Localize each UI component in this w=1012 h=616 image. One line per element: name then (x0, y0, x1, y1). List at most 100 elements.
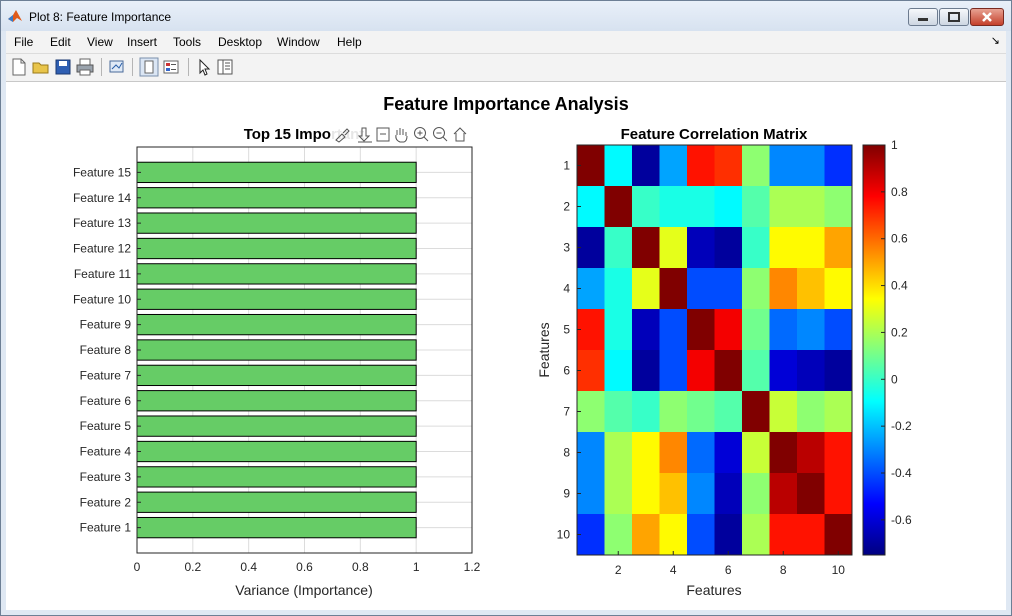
heatmap-cell (659, 391, 688, 433)
heatmap-cell (632, 145, 660, 187)
heatmap-cell (824, 309, 853, 351)
dock-arrow-icon[interactable]: ↘ (990, 35, 1000, 47)
heatmap-cell (659, 473, 688, 515)
show-plot-tools-icon[interactable] (161, 57, 181, 77)
bar-y-tick-label: Feature 9 (80, 318, 132, 332)
bar-8 (136, 339, 417, 361)
menu-help[interactable]: Help (337, 35, 362, 49)
heatmap-cell (824, 350, 853, 392)
heatmap-y-tick-label: 6 (563, 364, 570, 378)
zoom-in-icon[interactable] (414, 127, 429, 142)
heatmap-cell (742, 309, 770, 351)
heatmap-title: Feature Correlation Matrix (621, 126, 808, 143)
close-button[interactable] (970, 8, 1004, 26)
heatmap-cell (714, 227, 743, 269)
heatmap-cell (632, 432, 660, 474)
heatmap-cell (687, 432, 715, 474)
toolbar-separator (188, 58, 189, 76)
menu-tools[interactable]: Tools (173, 35, 202, 49)
heatmap-cell (769, 186, 798, 228)
bar-7 (136, 364, 417, 387)
heatmap-cell (632, 391, 660, 433)
heatmap-cell (824, 432, 853, 474)
heatmap-y-tick-label: 4 (563, 282, 570, 296)
rotate-icon[interactable] (376, 127, 390, 142)
heatmap-cell (769, 350, 798, 392)
pan-icon[interactable] (395, 128, 408, 143)
heatmap-cell (604, 473, 633, 515)
heatmap-cell (824, 268, 853, 310)
bar-x-ticks: 0 0.2 0.4 0.6 0.8 1 1.2 (134, 560, 481, 574)
heatmap-cell (797, 514, 825, 556)
edit-plot-arrow-icon[interactable] (194, 57, 214, 77)
heatmap-x-tick-label: 6 (725, 563, 732, 577)
bar-11 (136, 263, 417, 285)
menu-window[interactable]: Window (277, 35, 320, 49)
home-icon[interactable] (453, 127, 467, 142)
figure-canvas[interactable]: Feature Importance Analysis Feature 1 Fea… (6, 82, 1006, 610)
colorbar-tick-label: 0.8 (891, 185, 908, 199)
heatmap-xlabel: Features (686, 582, 741, 598)
property-inspector-icon[interactable] (215, 57, 235, 77)
colorbar[interactable]: 1 0.8 0.6 0.4 0.2 0 -0.2 -0.4 -0.6 (862, 138, 912, 556)
heatmap-cell (797, 186, 825, 228)
menu-file[interactable]: File (14, 35, 34, 49)
figure-svg: Feature Importance Analysis Feature 1Fea… (73, 94, 912, 598)
heatmap-cell (742, 186, 770, 228)
heatmap-cell (797, 227, 825, 269)
heatmap-y-tick-label: 1 (563, 159, 570, 173)
heatmap-cell (714, 268, 743, 310)
menu-insert[interactable]: Insert (127, 35, 158, 49)
heatmap-ylabel: Features (536, 322, 552, 377)
link-plot-icon[interactable] (107, 57, 127, 77)
menu-view[interactable]: View (87, 35, 113, 49)
heatmap-cell (577, 186, 605, 228)
heatmap-cell (824, 391, 853, 433)
heatmap-cell (604, 186, 633, 228)
menu-edit[interactable]: Edit (50, 35, 71, 49)
heatmap-cell (659, 514, 688, 556)
heatmap-cell (824, 227, 853, 269)
title-bar[interactable]: Plot 8: Feature Importance (1, 1, 1011, 31)
heatmap-cell (769, 309, 798, 351)
heatmap-axes[interactable]: 1 2 3 4 5 6 7 8 9 10 2 4 6 8 10 Feature Correlation M… (536, 126, 853, 598)
data-tips-icon[interactable] (357, 127, 372, 143)
bar-chart-axes[interactable]: Feature 1 Feature 2 Feature 3 Feature 4 Feat… (73, 126, 481, 598)
heatmap-cell (632, 473, 660, 515)
heatmap-cell (659, 227, 688, 269)
maximize-button[interactable] (939, 8, 969, 26)
heatmap-cell (687, 227, 715, 269)
heatmap-y-tick-label: 10 (557, 528, 571, 542)
brush-icon[interactable] (335, 128, 350, 143)
bar-y-tick-label: Feature 11 (74, 267, 131, 281)
new-figure-icon[interactable] (9, 57, 29, 77)
bar-y-tick-label: Feature 6 (80, 394, 132, 408)
colorbar-tick-label: 0.6 (891, 232, 908, 246)
bar-14 (136, 187, 417, 209)
figure-toolbar (6, 54, 1006, 82)
save-icon[interactable] (53, 57, 73, 77)
heatmap-cell (769, 391, 798, 433)
menu-desktop[interactable]: Desktop (218, 35, 263, 49)
heatmap-cell (577, 268, 605, 310)
colorbar-tick-label: -0.6 (891, 513, 912, 527)
hide-plot-tools-icon[interactable] (139, 57, 159, 77)
zoom-out-icon[interactable] (433, 127, 448, 142)
bar-y-tick-label: Feature 7 (80, 368, 132, 382)
bar-y-tick-label: Feature 12 (73, 242, 131, 256)
open-file-icon[interactable] (31, 57, 51, 77)
heatmap-cell (604, 145, 633, 187)
window-title: Plot 8: Feature Importance (29, 10, 172, 24)
colorbar-ticks: 1 0.8 0.6 0.4 0.2 0 -0.2 -0.4 -0.6 (881, 138, 912, 527)
bar-13 (136, 212, 417, 234)
heatmap-x-tick-label: 2 (615, 563, 622, 577)
heatmap-cell (632, 268, 660, 310)
heatmap-cell (797, 391, 825, 433)
heatmap-cell (577, 391, 605, 433)
heatmap-cell (769, 145, 798, 187)
bar-chart-xlabel: Variance (Importance) (235, 582, 372, 598)
bar-y-tick-label: Feature 4 (80, 445, 132, 459)
print-icon[interactable] (75, 57, 95, 77)
minimize-button[interactable] (908, 8, 938, 26)
